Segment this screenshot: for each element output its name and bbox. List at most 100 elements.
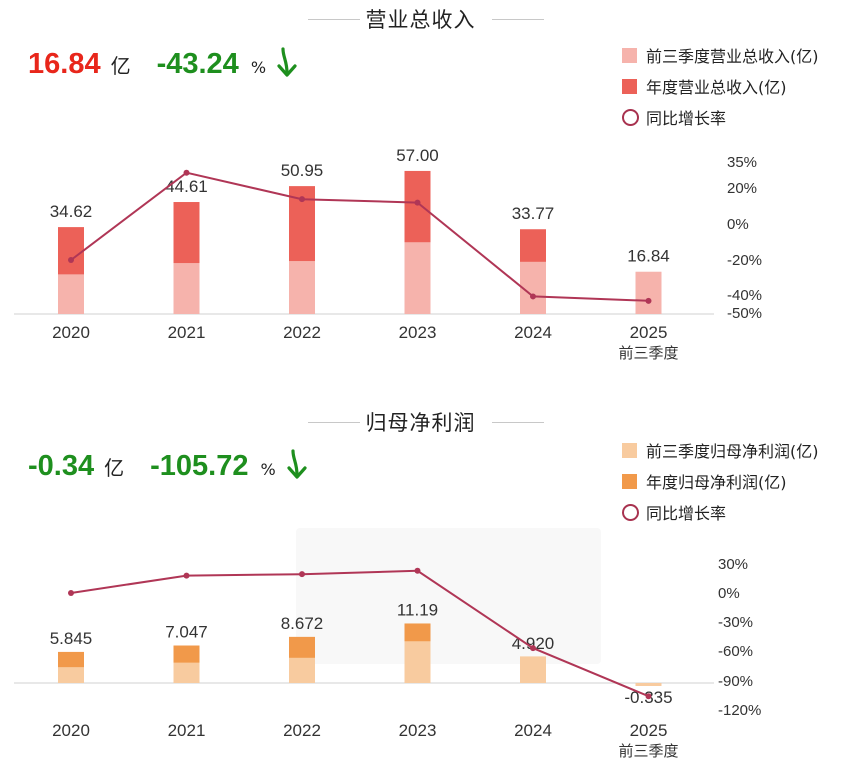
- right-axis-tick-label: 30%: [718, 556, 748, 573]
- bar-data-label: 34.62: [50, 202, 93, 221]
- profit-headline: -0.34 亿 -105.72%: [28, 449, 307, 490]
- right-axis-tick-label: -20%: [727, 252, 762, 269]
- bar-data-label: 5.845: [50, 629, 93, 648]
- x-tick-label: 2025: [630, 721, 668, 740]
- legend-label: 同比增长率: [646, 504, 727, 523]
- legend-label: 年度归母净利润(亿): [646, 473, 787, 492]
- revenue-headline: 16.84 亿 -43.24%: [28, 47, 297, 88]
- right-axis-tick-label: -60%: [718, 643, 753, 660]
- x-tick-label: 2020: [52, 721, 90, 740]
- title-divider-left: [308, 422, 360, 423]
- profit-panel: 归母净利润 -0.34 亿 -105.72% 前三季度归母净利润(亿) 年度归母净利…: [0, 400, 841, 771]
- legend-label: 前三季度营业总收入(亿): [646, 47, 819, 66]
- bar-data-label: 4.920: [512, 634, 555, 653]
- revenue-title-row: 营业总收入: [0, 0, 841, 40]
- x-tick-label: 2025: [630, 323, 668, 342]
- growth-rate-point: [530, 293, 536, 300]
- bar-data-label: 33.77: [512, 204, 555, 223]
- revenue-headline-pct: -43.24: [156, 48, 239, 80]
- right-axis-tick-label: 0%: [718, 585, 740, 602]
- right-axis-tick-label: -90%: [718, 673, 753, 690]
- bar-q3: [520, 656, 546, 683]
- bar-q3: [635, 683, 662, 686]
- legend-circle-icon: [622, 504, 639, 521]
- x-tick-label: 2022: [283, 721, 321, 740]
- bar-q3: [58, 274, 84, 314]
- legend-swatch: [622, 443, 637, 458]
- bar-q3: [289, 657, 315, 683]
- x-tick-sublabel: 前三季度: [618, 743, 678, 760]
- right-axis-tick-label: -120%: [718, 702, 761, 719]
- growth-rate-point: [183, 572, 190, 579]
- growth-rate-point: [645, 297, 652, 304]
- legend-label: 前三季度归母净利润(亿): [646, 442, 819, 461]
- right-axis-tick-label: 0%: [727, 216, 749, 233]
- profit-title: 归母净利润: [365, 411, 476, 435]
- bar-data-label: 8.672: [281, 614, 324, 633]
- bar-data-label: 16.84: [627, 247, 670, 266]
- growth-rate-point: [414, 567, 421, 574]
- legend-swatch: [622, 474, 637, 489]
- bar-q3: [289, 261, 315, 314]
- revenue-title: 营业总收入: [365, 8, 476, 32]
- bar-data-label: 11.19: [397, 600, 438, 619]
- growth-rate-point: [68, 590, 74, 596]
- title-divider-right: [492, 422, 544, 423]
- bar-q3: [404, 242, 431, 314]
- growth-rate-point: [68, 257, 74, 263]
- growth-rate-line: [70, 569, 649, 698]
- title-divider-left: [308, 19, 360, 20]
- title-divider-right: [492, 19, 544, 20]
- legend-swatch: [622, 79, 637, 94]
- legend-label: 年度营业总收入(亿): [646, 78, 787, 97]
- right-axis-tick-label: 35%: [727, 154, 757, 171]
- bar-data-label: 44.61: [165, 177, 208, 196]
- profit-headline-unit: 亿: [104, 456, 125, 480]
- growth-rate-point: [183, 169, 190, 176]
- bar-q3: [404, 641, 431, 683]
- x-tick-label: 2021: [168, 323, 206, 342]
- bar-q3: [58, 667, 84, 683]
- down-arrow-icon: [287, 449, 307, 479]
- profit-headline-pct: -105.72: [150, 450, 249, 482]
- bar-q3: [173, 263, 200, 314]
- growth-rate-line: [70, 171, 649, 302]
- right-axis-tick-label: 20%: [727, 180, 757, 197]
- x-tick-label: 2020: [52, 323, 90, 342]
- bar-data-label: 7.047: [165, 623, 208, 642]
- growth-rate-point: [645, 693, 652, 700]
- x-tick-label: 2023: [399, 721, 437, 740]
- bar-data-label: 57.00: [396, 146, 439, 165]
- legend-swatch: [622, 48, 637, 63]
- growth-rate-point: [299, 196, 305, 203]
- right-axis-tick-label: -30%: [718, 614, 753, 631]
- x-tick-label: 2024: [514, 721, 552, 740]
- legend-circle-icon: [622, 109, 639, 126]
- right-axis-tick-label: -50%: [727, 305, 762, 322]
- down-arrow-icon: [277, 47, 297, 77]
- profit-title-row: 归母净利润: [0, 403, 841, 443]
- revenue-headline-pct-unit: %: [250, 58, 267, 77]
- profit-headline-value: -0.34: [28, 450, 95, 482]
- profit-headline-pct-unit: %: [260, 460, 276, 479]
- x-tick-label: 2023: [399, 323, 437, 342]
- revenue-panel: 营业总收入 16.84 亿 -43.24% 前三季度营业总收入(亿) 年度营业总收入…: [0, 0, 841, 385]
- tooltip-overlay: [296, 528, 601, 664]
- growth-rate-point: [299, 571, 305, 578]
- revenue-headline-value: 16.84: [28, 48, 101, 80]
- growth-rate-point: [414, 199, 421, 206]
- profit-chart: 5.845 2020 7.047 2021 8.672 2022 11.19 2023 4.92…: [14, 556, 761, 760]
- x-tick-label: 2022: [283, 323, 321, 342]
- bar-q3: [520, 261, 546, 314]
- bar-q3: [635, 271, 662, 314]
- growth-rate-point: [530, 645, 536, 652]
- right-axis-tick-label: -40%: [727, 287, 762, 304]
- x-tick-label: 2021: [168, 721, 206, 740]
- x-tick-sublabel: 前三季度: [618, 345, 678, 362]
- bar-data-label: 50.95: [281, 161, 324, 180]
- revenue-headline-unit: 亿: [110, 54, 131, 78]
- x-tick-label: 2024: [514, 323, 552, 342]
- legend-label: 同比增长率: [646, 109, 727, 128]
- bar-q3: [173, 662, 200, 683]
- revenue-chart: 34.62 2020 44.61 2021 50.95 2022 57.00 2023 33.7…: [14, 146, 762, 362]
